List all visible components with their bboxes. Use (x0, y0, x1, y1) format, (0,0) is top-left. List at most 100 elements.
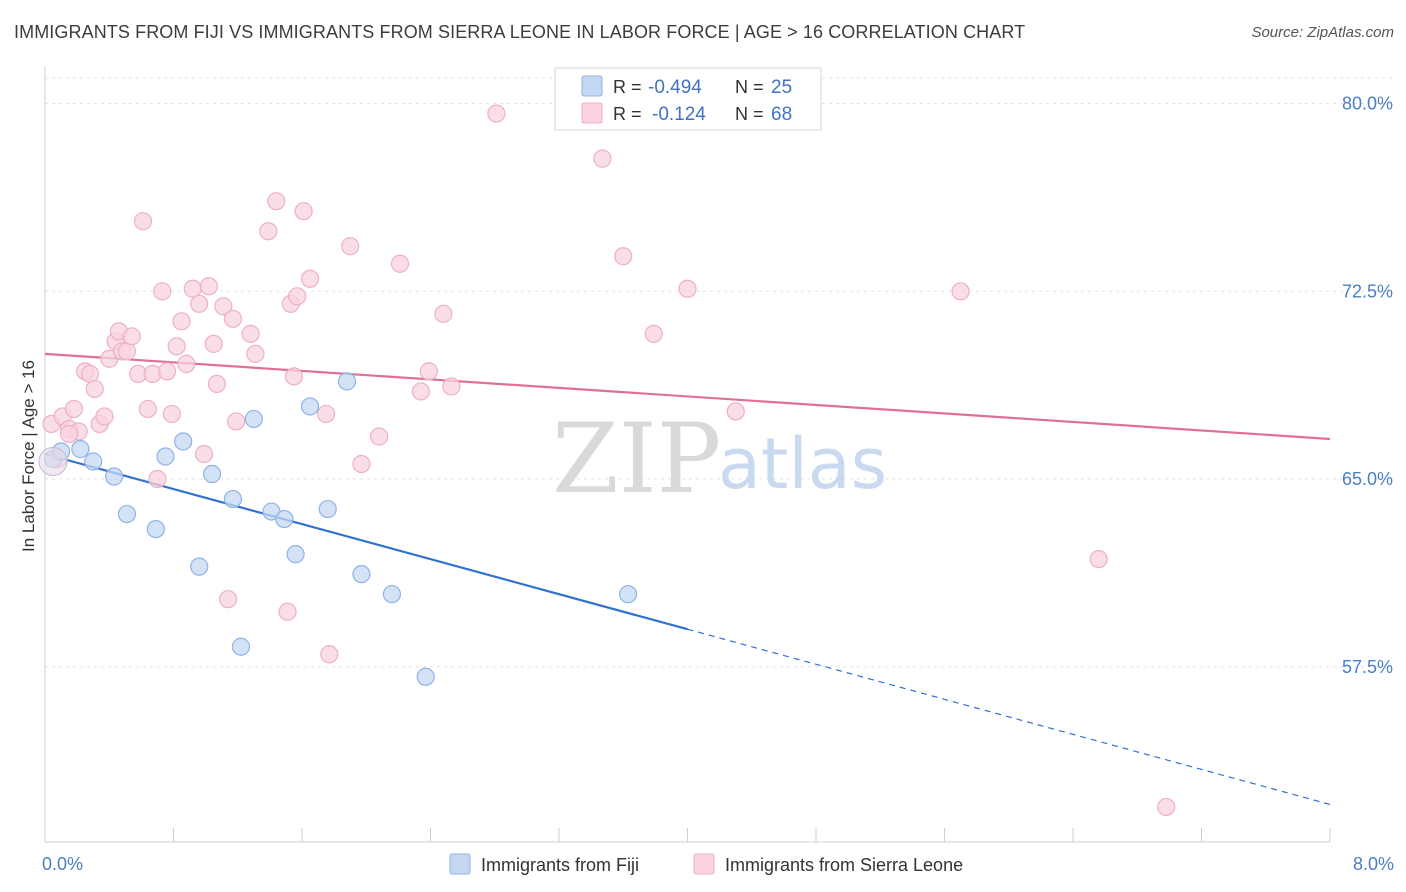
data-point-fiji (382, 585, 402, 604)
data-point-sierra-leone (278, 602, 297, 621)
data-point-sierra-leone (148, 469, 167, 489)
y-tick-label: 72.5% (1342, 281, 1393, 301)
data-point-fiji (146, 519, 165, 539)
series-legend-swatch-fiji (449, 853, 471, 875)
legend-n-value-fiji: 25 (771, 77, 792, 98)
data-point-fiji (318, 499, 337, 519)
data-point-sierra-leone (194, 444, 214, 464)
data-point-fiji (117, 504, 137, 524)
data-point-sierra-leone (316, 404, 336, 424)
data-point-sierra-leone (288, 287, 307, 306)
data-point-fiji (190, 557, 209, 576)
x-tick-labels: 0.0% 8.0% (42, 854, 1394, 874)
grid-lines (45, 77, 1395, 668)
data-point-fiji (156, 447, 175, 466)
data-point-cluster (38, 447, 68, 477)
data-point-sierra-leone (341, 237, 360, 256)
data-point-sierra-leone (300, 269, 320, 288)
data-point-sierra-leone (370, 427, 389, 446)
trend-line-solid (44, 352, 1331, 441)
data-point-sierra-leone (614, 247, 633, 266)
legend-n-label-sierra-leone: N = (735, 104, 764, 124)
data-point-sierra-leone (64, 399, 84, 419)
data-point-fiji (223, 489, 243, 509)
x-tick-label: 0.0% (42, 854, 83, 874)
data-point-fiji (416, 667, 435, 686)
data-point-fiji (202, 464, 222, 484)
data-point-sierra-leone (177, 354, 196, 373)
data-point-fiji (352, 565, 371, 584)
data-point-sierra-leone (434, 304, 453, 323)
data-point-sierra-leone (644, 324, 663, 343)
data-point-fiji (231, 637, 251, 656)
data-point-sierra-leone (207, 374, 226, 394)
data-point-fiji (104, 467, 124, 486)
y-tick-labels: 80.0% 72.5% 65.0% 57.5% (1342, 94, 1393, 677)
data-point-sierra-leone (167, 337, 186, 356)
data-point-fiji (71, 439, 90, 459)
data-points (38, 104, 1176, 817)
data-point-sierra-leone (419, 362, 438, 381)
y-tick-label: 57.5% (1342, 657, 1393, 677)
y-tick-label: 65.0% (1342, 469, 1393, 489)
data-point-sierra-leone (219, 590, 238, 609)
series-legend-label-sierra-leone: Immigrants from Sierra Leone (725, 855, 963, 875)
data-point-sierra-leone (246, 344, 265, 363)
data-point-sierra-leone (951, 282, 970, 301)
data-point-sierra-leone (678, 279, 697, 298)
source-credit: Source: ZipAtlas.com (1251, 24, 1394, 41)
data-point-sierra-leone (267, 192, 286, 211)
x-tick-label: 8.0% (1353, 854, 1394, 874)
data-point-sierra-leone (80, 364, 100, 383)
data-point-sierra-leone (320, 645, 339, 664)
series-legend-swatch-sierra-leone (693, 853, 715, 875)
data-point-sierra-leone (204, 334, 223, 353)
data-point-sierra-leone (133, 212, 153, 231)
data-point-sierra-leone (411, 382, 430, 401)
data-point-sierra-leone (85, 379, 104, 399)
data-point-fiji (300, 397, 320, 416)
data-point-sierra-leone (138, 399, 157, 419)
data-point-sierra-leone (294, 202, 313, 221)
chart-title: IMMIGRANTS FROM FIJI VS IMMIGRANTS FROM … (14, 22, 1026, 42)
legend-r-value-fiji: -0.494 (648, 77, 702, 98)
legend-r-label-fiji: R = (613, 77, 642, 97)
data-point-sierra-leone (726, 402, 745, 421)
data-point-sierra-leone (190, 294, 209, 313)
y-axis-label: In Labor Force | Age > 16 (19, 360, 38, 552)
data-point-sierra-leone (162, 404, 181, 424)
data-point-fiji (618, 585, 638, 604)
data-point-sierra-leone (223, 309, 243, 328)
legend-swatch-fiji (581, 75, 603, 97)
data-point-sierra-leone (284, 367, 304, 386)
data-point-sierra-leone (122, 327, 141, 346)
stats-legend: R = -0.494 N = 25 R = -0.124 N = 68 (554, 67, 822, 131)
data-point-fiji (244, 409, 263, 429)
data-point-sierra-leone (390, 254, 410, 273)
watermark-atlas: atlas (718, 423, 887, 505)
data-point-sierra-leone (172, 312, 191, 331)
data-point-sierra-leone (59, 424, 79, 444)
data-point-sierra-leone (487, 104, 506, 123)
data-point-sierra-leone (593, 149, 612, 168)
data-point-sierra-leone (1157, 797, 1176, 817)
data-point-sierra-leone (153, 282, 172, 301)
data-point-fiji (286, 545, 305, 564)
data-point-sierra-leone (241, 324, 260, 343)
legend-n-label-fiji: N = (735, 77, 764, 97)
data-point-sierra-leone (442, 377, 461, 396)
data-point-sierra-leone (214, 297, 233, 316)
trend-line-dashed (687, 628, 1331, 806)
legend-r-label-sierra-leone: R = (613, 104, 642, 124)
data-point-sierra-leone (1089, 550, 1108, 569)
data-point-sierra-leone (199, 277, 218, 296)
data-point-sierra-leone (259, 222, 278, 241)
data-point-sierra-leone (117, 342, 137, 361)
data-point-fiji (337, 372, 357, 391)
data-point-sierra-leone (157, 362, 177, 381)
legend-n-value-sierra-leone: 68 (771, 104, 792, 125)
watermark-zip: ZIP (552, 403, 721, 515)
data-point-sierra-leone (95, 407, 114, 426)
data-point-fiji (174, 432, 193, 451)
